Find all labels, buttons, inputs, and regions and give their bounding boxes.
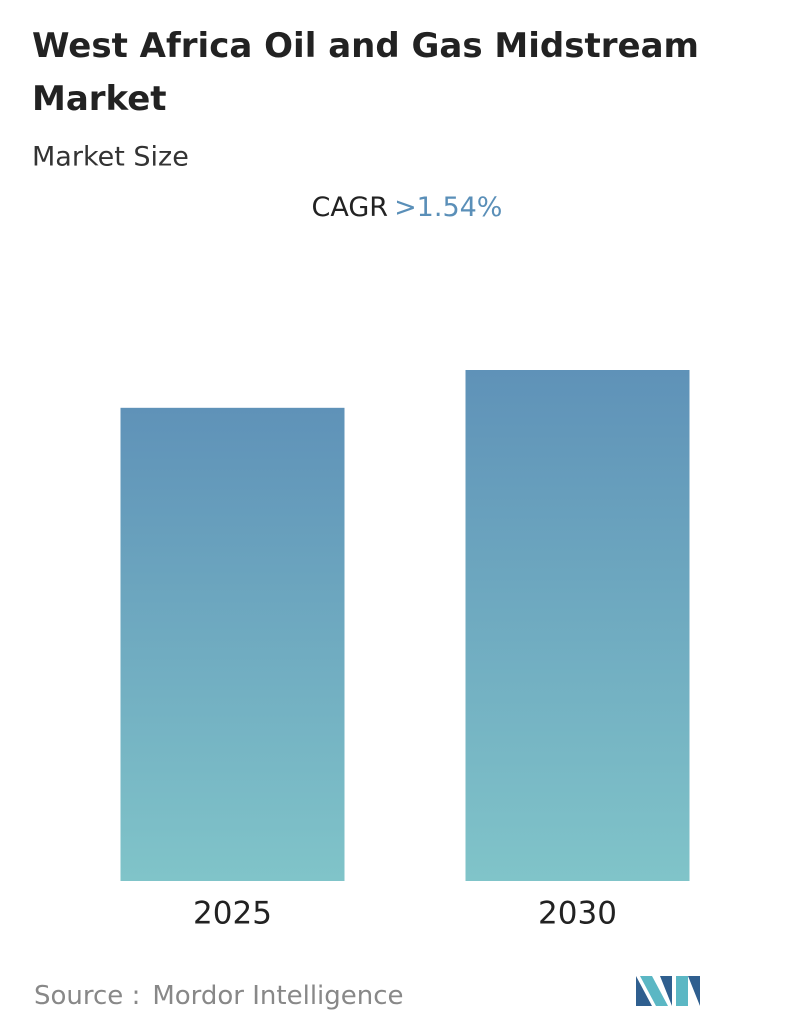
source-name: Mordor Intelligence bbox=[152, 981, 403, 1011]
title-line: West Africa Oil and Gas Midstream bbox=[32, 26, 699, 66]
cagr-label: CAGR bbox=[312, 192, 389, 223]
logo-shape bbox=[660, 976, 672, 1006]
bar bbox=[465, 370, 690, 881]
source: Source : Mordor Intelligence bbox=[34, 981, 404, 1011]
chart-subtitle: Market Size bbox=[32, 142, 189, 173]
x-tick-label: 2025 bbox=[193, 896, 272, 932]
x-tick-label: 2030 bbox=[538, 896, 617, 932]
cagr-value: >1.54% bbox=[394, 192, 502, 223]
logo-shape bbox=[636, 976, 652, 1006]
source-label: Source : bbox=[34, 981, 140, 1011]
chart-title: West Africa Oil and Gas Midstream Market bbox=[32, 26, 699, 119]
logo-shape bbox=[688, 976, 700, 1006]
bar bbox=[120, 407, 345, 881]
logo bbox=[636, 976, 700, 1006]
cagr: CAGR >1.54% bbox=[312, 192, 503, 223]
logo-shape bbox=[640, 976, 668, 1006]
title-line: Market bbox=[32, 79, 167, 119]
logo-shape bbox=[676, 976, 688, 1006]
